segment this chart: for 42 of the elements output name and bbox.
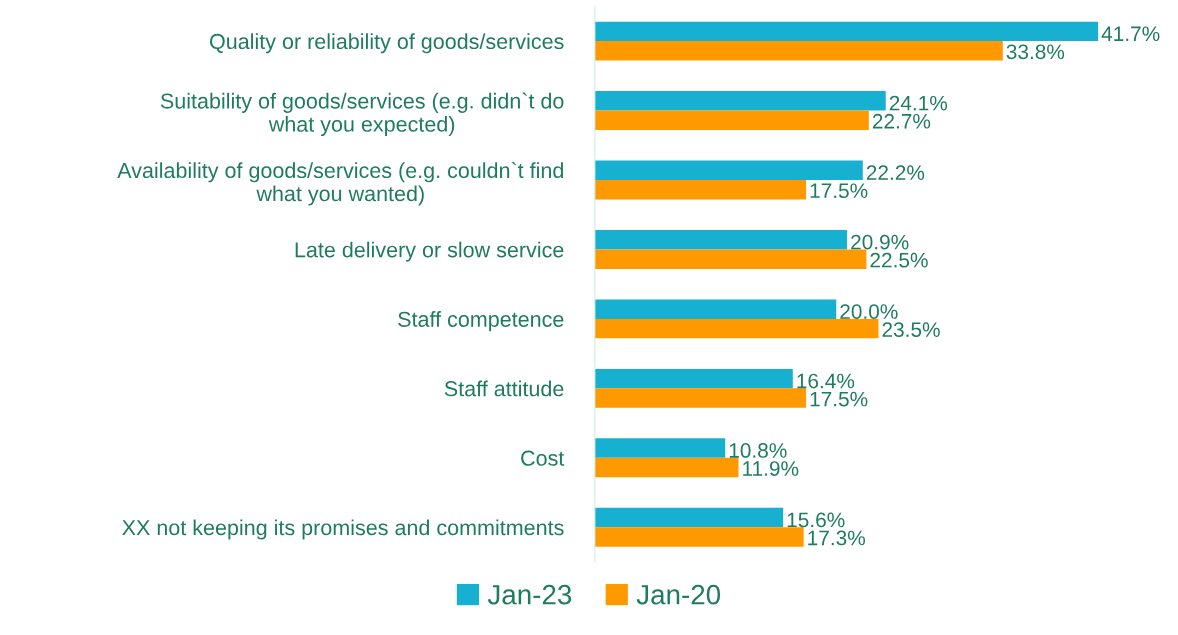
bar bbox=[594, 299, 837, 319]
bar bbox=[594, 507, 784, 528]
legend-label: Jan-20 bbox=[636, 584, 721, 605]
y-tick-label: Quality or reliability of goods/services bbox=[210, 33, 564, 54]
y-tick-label: Suitability of goods/services (e.g. didn`t do what you expected) bbox=[160, 92, 564, 137]
data-label: 24.1% bbox=[889, 95, 948, 111]
y-tick-label: Staff competence bbox=[398, 311, 564, 332]
bar bbox=[594, 91, 886, 111]
y-tick-label: Late delivery or slow service bbox=[295, 241, 564, 262]
bar bbox=[594, 318, 879, 339]
data-label: 20.9% bbox=[851, 234, 909, 250]
data-label: 22.7% bbox=[872, 113, 931, 129]
bar bbox=[594, 110, 869, 130]
data-label: 16.4% bbox=[797, 373, 855, 389]
y-tick-label: Availability of goods/services (e.g. couldn`t find what you wanted) bbox=[117, 162, 563, 206]
data-label: 20.0% bbox=[840, 304, 898, 319]
data-label: 10.8% bbox=[729, 443, 787, 458]
bar bbox=[594, 229, 848, 250]
bar bbox=[594, 527, 804, 547]
data-label: 17.3% bbox=[808, 530, 866, 546]
y-tick-label: Cost bbox=[521, 450, 565, 466]
data-label: 15.6% bbox=[787, 512, 845, 528]
bar bbox=[594, 457, 739, 478]
bar bbox=[594, 368, 793, 389]
bar bbox=[594, 388, 807, 408]
y-tick-label: Staff attitude bbox=[444, 380, 564, 397]
data-label: 23.5% bbox=[882, 322, 940, 337]
data-label: 17.5% bbox=[810, 183, 868, 199]
bar bbox=[594, 41, 1003, 61]
bar bbox=[594, 249, 867, 269]
bar bbox=[594, 160, 863, 180]
data-label: 11.9% bbox=[743, 461, 799, 476]
bar bbox=[594, 21, 1099, 42]
data-label: 41.7% bbox=[1101, 26, 1160, 42]
bar bbox=[594, 179, 807, 200]
data-label: 22.5% bbox=[870, 252, 928, 268]
data-label: 33.8% bbox=[1006, 44, 1065, 60]
data-label: 17.5% bbox=[810, 391, 868, 407]
y-tick-label: XX not keeping its promises and commitments bbox=[122, 519, 564, 540]
legend-label: Jan-23 bbox=[487, 584, 572, 605]
data-label: 22.2% bbox=[866, 165, 925, 180]
bar bbox=[594, 438, 726, 458]
